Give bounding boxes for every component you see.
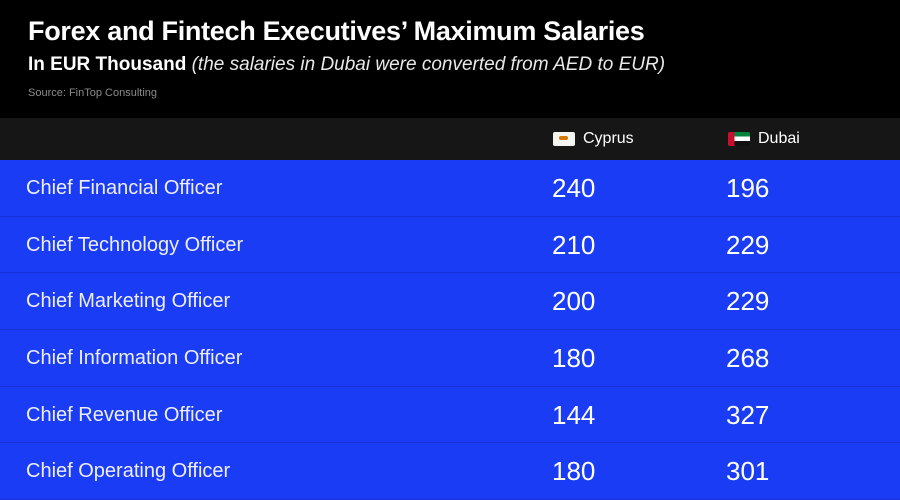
role-label: Chief Information Officer xyxy=(26,347,243,370)
role-label: Chief Financial Officer xyxy=(26,177,223,199)
dubai-value: 196 xyxy=(726,173,770,203)
subtitle-note: (the salaries in Dubai were converted fr… xyxy=(191,54,666,75)
subtitle-unit: In EUR Thousand xyxy=(28,54,187,75)
column-dubai: Dubai xyxy=(728,130,800,148)
cyprus-value: 210 xyxy=(552,229,596,260)
table-row: Chief Marketing Officer 200 229 xyxy=(0,273,900,331)
table-header: Cyprus Dubai xyxy=(0,118,900,160)
page-title: Forex and Fintech Executives’ Maximum Sa… xyxy=(28,16,645,46)
source: Source: FinTop Consulting xyxy=(28,87,158,99)
cyprus-value: 240 xyxy=(552,173,596,203)
table-row: Chief Operating Officer 180 301 xyxy=(0,443,900,500)
role-label: Chief Marketing Officer xyxy=(26,290,231,313)
role-label: Chief Revenue Officer xyxy=(26,403,223,426)
cyprus-value: 180 xyxy=(552,343,596,374)
uae-flag-icon xyxy=(728,132,750,146)
cyprus-value: 180 xyxy=(552,456,596,487)
role-label: Chief Technology Officer xyxy=(26,233,244,256)
table-row: Chief Financial Officer 240 196 xyxy=(0,160,900,217)
cyprus-value: 144 xyxy=(552,399,596,430)
dubai-value: 229 xyxy=(726,286,770,317)
role-label: Chief Operating Officer xyxy=(26,460,231,483)
subtitle: In EUR Thousand (the salaries in Dubai w… xyxy=(28,54,665,76)
column-label: Cyprus xyxy=(583,130,634,147)
dubai-value: 268 xyxy=(726,343,770,374)
header: Forex and Fintech Executives’ Maximum Sa… xyxy=(0,0,900,118)
column-label: Dubai xyxy=(758,130,800,147)
cyprus-flag-icon xyxy=(553,132,575,146)
cyprus-value: 200 xyxy=(552,286,596,317)
table-body: Chief Financial Officer 240 196 Chief Techn… xyxy=(0,160,900,500)
table-row: Chief Technology Officer 210 229 xyxy=(0,217,900,274)
column-cyprus: Cyprus xyxy=(553,130,634,148)
table-row: Chief Revenue Officer 144 327 xyxy=(0,387,900,444)
dubai-value: 301 xyxy=(726,456,770,487)
dubai-value: 229 xyxy=(726,229,770,260)
table-row: Chief Information Officer 180 268 xyxy=(0,330,900,387)
dubai-value: 327 xyxy=(726,399,770,430)
